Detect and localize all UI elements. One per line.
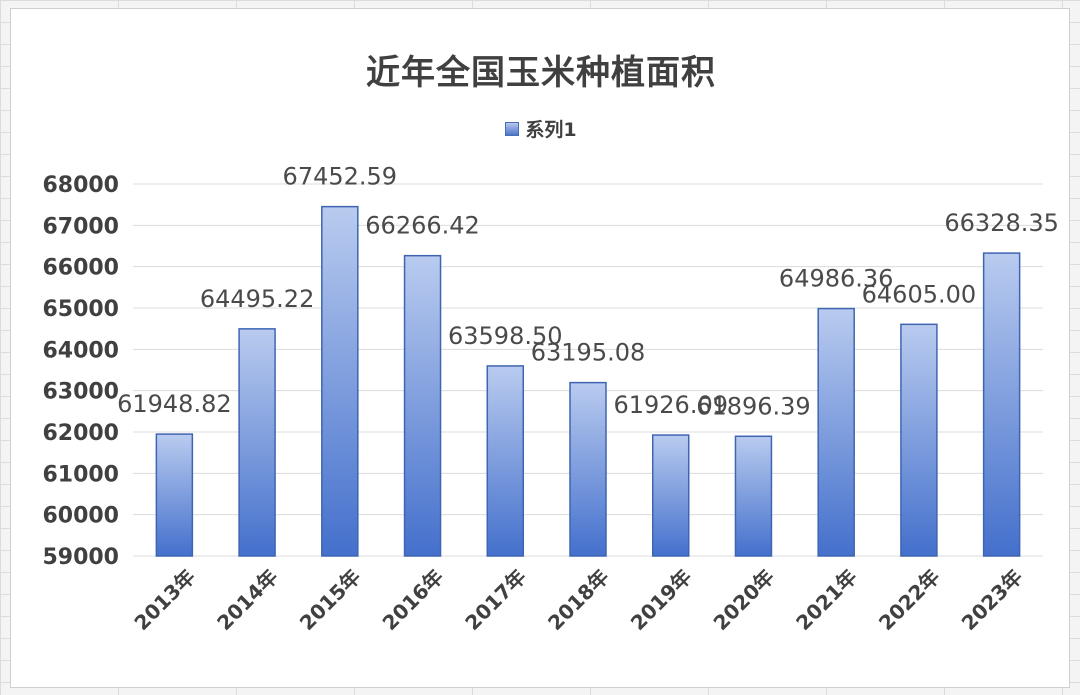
bar	[321, 205, 359, 557]
y-tick-label: 65000	[42, 297, 119, 322]
x-tick-label: 2021年	[791, 565, 861, 635]
data-label: 66266.42	[365, 212, 480, 240]
bar	[486, 365, 525, 557]
x-tick-label: 2020年	[709, 565, 779, 635]
y-tick-label: 59000	[42, 545, 119, 570]
chart-area[interactable]: 近年全国玉米种植面积 系列1 68000 67000 66000 65000 64000…	[10, 8, 1070, 688]
x-tick-label: 2022年	[874, 565, 944, 635]
bar	[900, 323, 938, 557]
data-label: 61926.09	[613, 391, 728, 419]
data-label: 63598.50	[448, 322, 563, 350]
x-tick-label: 2023年	[957, 565, 1027, 635]
x-tick-label: 2019年	[626, 565, 696, 635]
y-tick-label: 63000	[42, 380, 119, 405]
bar	[569, 381, 607, 557]
x-tick-label: 2014年	[212, 565, 282, 635]
legend-swatch	[505, 121, 520, 136]
bar	[734, 435, 773, 557]
y-tick-label: 64000	[42, 338, 119, 363]
data-label: 61896.39	[696, 392, 811, 420]
x-tick-label: 2013年	[129, 565, 199, 635]
x-tick-label: 2018年	[543, 565, 613, 635]
y-tick-label: 61000	[42, 462, 119, 487]
data-label: 64495.22	[200, 285, 315, 313]
data-label: 63195.08	[531, 339, 646, 367]
chart-title: 近年全国玉米种植面积	[366, 53, 716, 93]
legend: 系列1	[11, 115, 1071, 142]
data-label: 67452.59	[283, 163, 398, 191]
data-label: 64986.36	[779, 265, 894, 293]
x-tick-label: 2015年	[295, 565, 365, 635]
y-tick-label: 60000	[42, 504, 119, 529]
y-tick-label: 68000	[42, 173, 119, 198]
bar	[155, 433, 194, 557]
bar	[238, 328, 276, 557]
bar	[982, 252, 1021, 557]
y-tick-label: 67000	[42, 214, 119, 239]
bar	[817, 307, 855, 557]
y-tick-label: 66000	[42, 256, 119, 281]
y-tick-label: 62000	[42, 421, 119, 446]
x-tick-label: 2016年	[378, 565, 448, 635]
x-tick-label: 2017年	[460, 565, 530, 635]
data-label: 64605.00	[862, 280, 977, 308]
data-label: 61948.82	[117, 390, 232, 418]
bar	[403, 254, 442, 557]
data-label: 66328.35	[944, 209, 1059, 237]
plot-area: 68000 67000 66000 65000 64000 63000 62000 61000…	[42, 163, 1059, 635]
bar	[651, 434, 690, 557]
legend-label: 系列1	[525, 119, 577, 141]
